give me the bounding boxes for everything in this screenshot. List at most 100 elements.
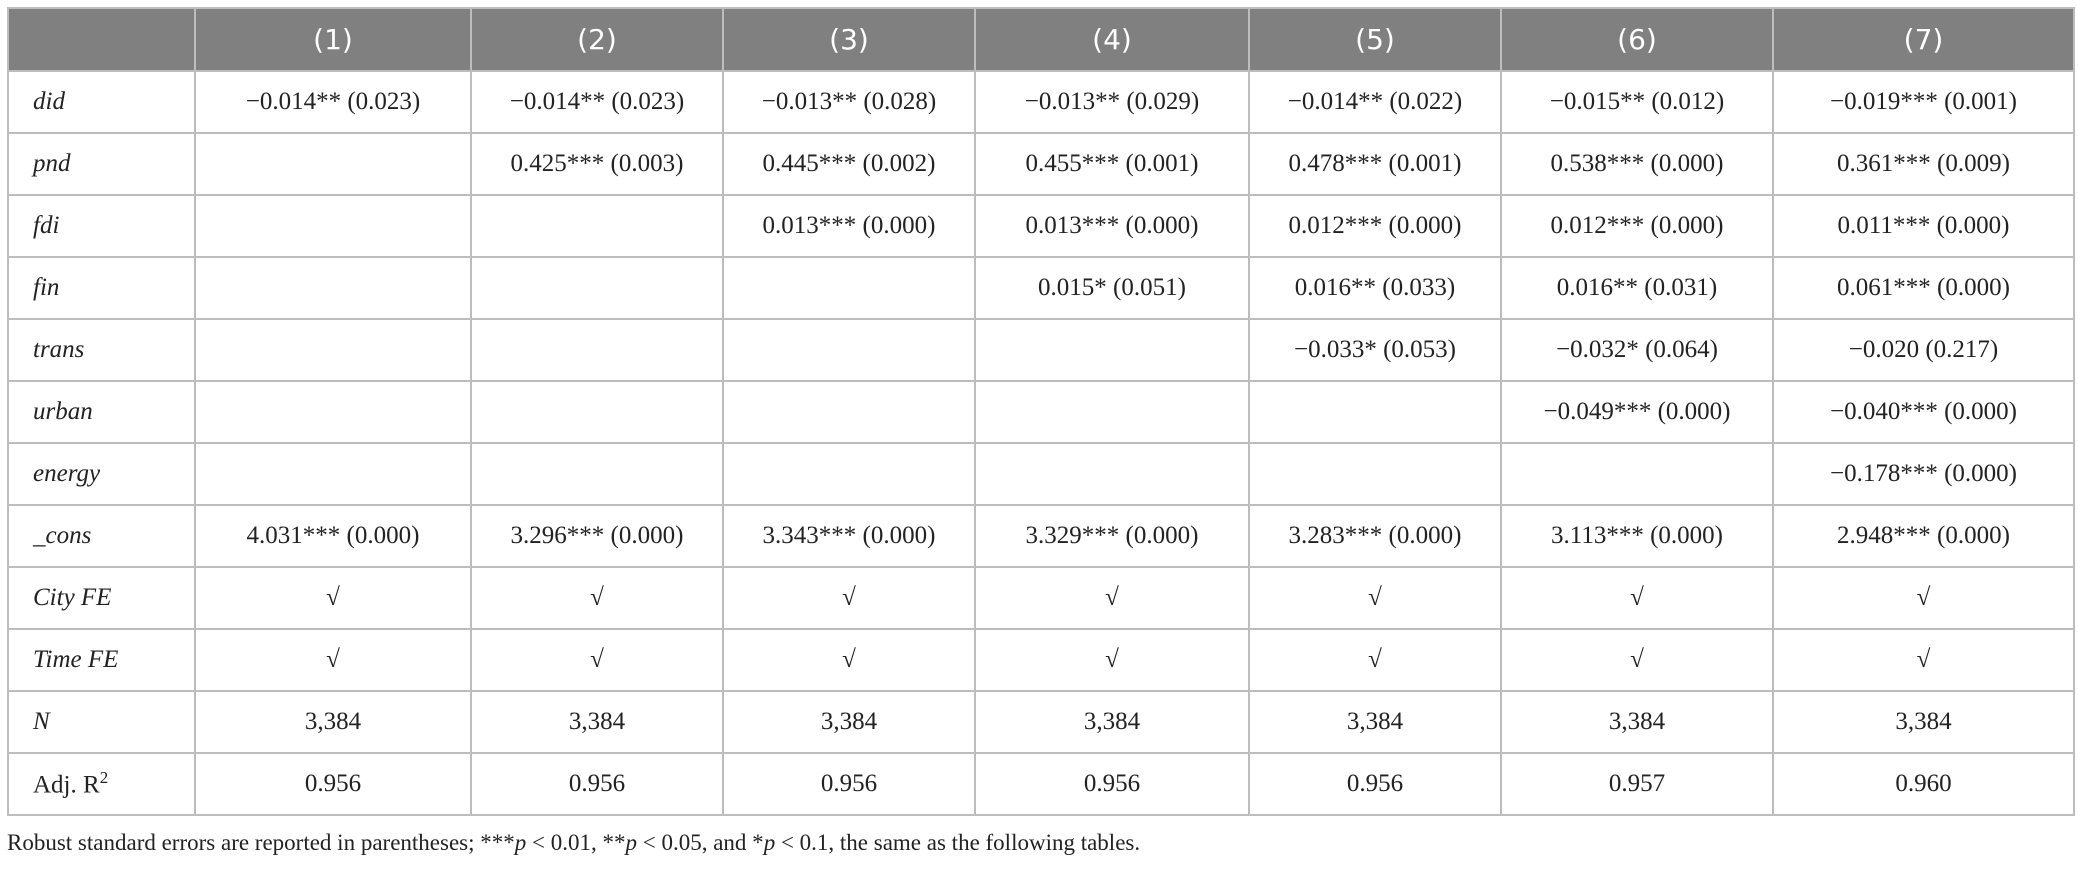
table-cell: 2.948*** (0.000) xyxy=(1772,504,2075,568)
empty-cell xyxy=(194,318,472,382)
table-cell: 4.031*** (0.000) xyxy=(194,504,472,568)
table-row: urban −0.049*** (0.000) −0.040*** (0.000) xyxy=(7,380,2075,444)
table-cell: −0.178*** (0.000) xyxy=(1772,442,2075,506)
table-cell: √ xyxy=(1248,566,1502,630)
row-label: urban xyxy=(7,380,196,444)
table-cell: 0.956 xyxy=(1248,752,1502,816)
table-cell: −0.040*** (0.000) xyxy=(1772,380,2075,444)
table-cell: 0.361*** (0.009) xyxy=(1772,132,2075,196)
table-cell: √ xyxy=(974,566,1250,630)
column-header: (4) xyxy=(974,7,1250,72)
empty-cell xyxy=(974,380,1250,444)
table-cell: 0.013*** (0.000) xyxy=(722,194,976,258)
empty-cell xyxy=(194,194,472,258)
table-cell: 0.445*** (0.002) xyxy=(722,132,976,196)
table-cell: 3,384 xyxy=(1248,690,1502,754)
table-cell: −0.049*** (0.000) xyxy=(1500,380,1774,444)
row-label: energy xyxy=(7,442,196,506)
table-cell: −0.032* (0.064) xyxy=(1500,318,1774,382)
row-label: City FE xyxy=(7,566,196,630)
table-cell: 0.013*** (0.000) xyxy=(974,194,1250,258)
table-cell: 0.012*** (0.000) xyxy=(1500,194,1774,258)
table-cell: √ xyxy=(1500,566,1774,630)
table-cell: 0.015* (0.051) xyxy=(974,256,1250,320)
table-cell: 0.960 xyxy=(1772,752,2075,816)
corner-cell xyxy=(7,7,196,72)
table-cell: √ xyxy=(1772,628,2075,692)
note-text: p xyxy=(514,830,527,855)
row-label: fdi xyxy=(7,194,196,258)
note-text: p xyxy=(763,830,776,855)
empty-cell xyxy=(194,380,472,444)
table-cell: 0.061*** (0.000) xyxy=(1772,256,2075,320)
row-label: Time FE xyxy=(7,628,196,692)
row-label: trans xyxy=(7,318,196,382)
table-cell: 0.956 xyxy=(974,752,1250,816)
table-cell: 0.455*** (0.001) xyxy=(974,132,1250,196)
table-cell: 3.329*** (0.000) xyxy=(974,504,1250,568)
note-text: < 0.05, and * xyxy=(637,830,764,855)
empty-cell xyxy=(1500,442,1774,506)
table-row: energy −0.178*** (0.000) xyxy=(7,442,2075,506)
table-cell: √ xyxy=(1772,566,2075,630)
row-label: _cons xyxy=(7,504,196,568)
table-cell: −0.033* (0.053) xyxy=(1248,318,1502,382)
table-cell: 0.012*** (0.000) xyxy=(1248,194,1502,258)
table-cell: √ xyxy=(194,628,472,692)
column-header: (1) xyxy=(194,7,472,72)
table-cell: 3,384 xyxy=(1772,690,2075,754)
table-cell: −0.019*** (0.001) xyxy=(1772,70,2075,134)
table-row: did −0.014** (0.023) −0.014** (0.023) −0.01… xyxy=(7,70,2075,134)
empty-cell xyxy=(470,380,724,444)
column-header: (6) xyxy=(1500,7,1774,72)
row-label: Adj. R2 xyxy=(7,752,196,816)
table-cell: 3,384 xyxy=(194,690,472,754)
table-cell: 0.478*** (0.001) xyxy=(1248,132,1502,196)
row-label-superscript: 2 xyxy=(99,768,109,788)
row-label: did xyxy=(7,70,196,134)
table-cell: −0.014** (0.023) xyxy=(470,70,724,134)
row-label-text: Adj. R xyxy=(33,771,100,799)
table-note: Robust standard errors are reported in p… xyxy=(7,830,1140,856)
empty-cell xyxy=(470,442,724,506)
empty-cell xyxy=(974,442,1250,506)
table-cell: 3,384 xyxy=(1500,690,1774,754)
table-cell: −0.014** (0.022) xyxy=(1248,70,1502,134)
table-cell: −0.013** (0.028) xyxy=(722,70,976,134)
table-cell: 3,384 xyxy=(974,690,1250,754)
table-cell: 3.283*** (0.000) xyxy=(1248,504,1502,568)
table-cell: 0.956 xyxy=(722,752,976,816)
empty-cell xyxy=(470,256,724,320)
results-table: (1) (2) (3) (4) (5) (6) (7) did −0.014** (0.023… xyxy=(7,7,2075,816)
table-cell: √ xyxy=(1248,628,1502,692)
note-text: < 0.1, the same as the following tables. xyxy=(775,830,1141,855)
empty-cell xyxy=(194,132,472,196)
empty-cell xyxy=(470,318,724,382)
empty-cell xyxy=(1248,380,1502,444)
table-cell: 0.016** (0.031) xyxy=(1500,256,1774,320)
table-row: fdi 0.013*** (0.000) 0.013*** (0.000) 0.012… xyxy=(7,194,2075,258)
table-cell: 3,384 xyxy=(470,690,724,754)
row-label: N xyxy=(7,690,196,754)
row-label: fin xyxy=(7,256,196,320)
table-cell: 0.538*** (0.000) xyxy=(1500,132,1774,196)
table-cell: 3.113*** (0.000) xyxy=(1500,504,1774,568)
table-row: Adj. R2 0.956 0.956 0.956 0.956 0.956 0.957 0.9… xyxy=(7,752,2075,816)
table-row: Time FE √ √ √ √ √ √ √ xyxy=(7,628,2075,692)
empty-cell xyxy=(722,318,976,382)
table-cell: √ xyxy=(722,628,976,692)
column-header: (2) xyxy=(470,7,724,72)
empty-cell xyxy=(470,194,724,258)
table-row: City FE √ √ √ √ √ √ √ xyxy=(7,566,2075,630)
empty-cell xyxy=(722,380,976,444)
table-body: did −0.014** (0.023) −0.014** (0.023) −0.01… xyxy=(7,70,2075,816)
table-cell: 0.016** (0.033) xyxy=(1248,256,1502,320)
table-row: trans −0.033* (0.053) −0.032* (0.064) −0.02… xyxy=(7,318,2075,382)
table-cell: 3.296*** (0.000) xyxy=(470,504,724,568)
column-header: (7) xyxy=(1772,7,2075,72)
table-cell: √ xyxy=(470,628,724,692)
empty-cell xyxy=(1248,442,1502,506)
row-label: pnd xyxy=(7,132,196,196)
table-cell: √ xyxy=(194,566,472,630)
